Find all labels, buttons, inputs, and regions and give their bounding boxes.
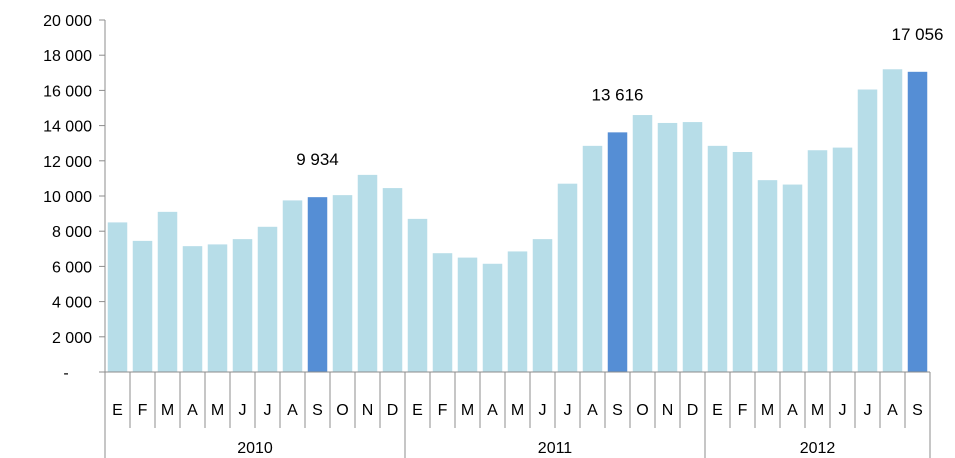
bar [757,180,778,372]
x-tick-label: M [161,402,174,419]
x-tick-label: D [687,402,699,419]
x-tick-label: A [287,402,298,419]
y-tick-label: 14 000 [43,119,92,136]
bar [107,222,128,372]
x-tick-label: J [839,402,847,419]
year-label: 2012 [800,440,836,457]
bars [107,69,928,373]
x-tick-label: M [511,402,524,419]
bar [357,174,378,372]
data-label: 17 056 [892,25,944,44]
x-tick-label: N [662,402,674,419]
bar-highlighted [907,71,928,372]
bar [257,226,278,372]
bar [807,150,828,372]
y-tick-label: 20 000 [43,13,92,30]
bar [882,69,903,372]
y-tick-label: 8 000 [52,224,92,241]
bar [157,211,178,372]
bar [682,122,703,372]
bar-highlighted [307,197,328,372]
x-tick-label: E [412,402,423,419]
bar [282,200,303,372]
bar [407,218,428,372]
year-label: 2010 [237,440,273,457]
y-tick-label: - [63,365,68,382]
bar [707,145,728,372]
y-tick-label: 4 000 [52,295,92,312]
bar [782,184,803,372]
bar [207,244,228,372]
x-tick-label: A [487,402,498,419]
bar [857,89,878,373]
bar [582,145,603,372]
x-tick-label: D [387,402,399,419]
x-tick-label: J [564,402,572,419]
x-tick-label: O [636,402,648,419]
bar [557,183,578,372]
bar [507,251,528,372]
bar [482,263,503,372]
x-tick-label: F [738,402,748,419]
x-tick-label: J [264,402,272,419]
y-tick-label: 18 000 [43,48,92,65]
bar [532,239,553,372]
y-tick-label: 16 000 [43,83,92,100]
x-tick-label: N [362,402,374,419]
x-tick-label: J [239,402,247,419]
bar-highlighted [607,132,628,372]
x-tick-label: S [912,402,923,419]
data-label: 9 934 [296,150,339,169]
y-axis: - 2 000 4 000 6 000 8 000 10 000 12 000 14 000 1… [43,13,106,382]
bar [332,195,353,372]
x-tick-label: F [138,402,148,419]
bar [432,253,453,372]
x-tick-label: M [811,402,824,419]
x-tick-label: E [112,402,123,419]
x-tick-label: E [712,402,723,419]
bar [657,122,678,373]
x-tick-label: S [312,402,323,419]
bar [232,239,253,372]
bar [632,115,653,372]
y-tick-label: 10 000 [43,189,92,206]
bar [132,240,153,372]
x-tick-label: A [187,402,198,419]
bar [182,246,203,372]
bar [732,152,753,372]
x-tick-label: A [887,402,898,419]
x-tick-label: M [211,402,224,419]
y-tick-label: 12 000 [43,154,92,171]
x-tick-label: S [612,402,623,419]
x-tick-label: F [438,402,448,419]
data-label: 13 616 [592,85,644,104]
y-tick-label: 6 000 [52,259,92,276]
bar [457,257,478,372]
year-label: 2011 [538,440,573,457]
bar [382,188,403,372]
x-tick-label: M [461,402,474,419]
x-tick-label: O [336,402,348,419]
bar [832,147,853,372]
y-tick-label: 2 000 [52,330,92,347]
x-tick-label: A [787,402,798,419]
x-tick-label: J [539,402,547,419]
x-tick-label: M [761,402,774,419]
x-tick-label: J [864,402,872,419]
x-tick-label: A [587,402,598,419]
data-labels: 9 934 13 616 17 056 [296,25,943,169]
